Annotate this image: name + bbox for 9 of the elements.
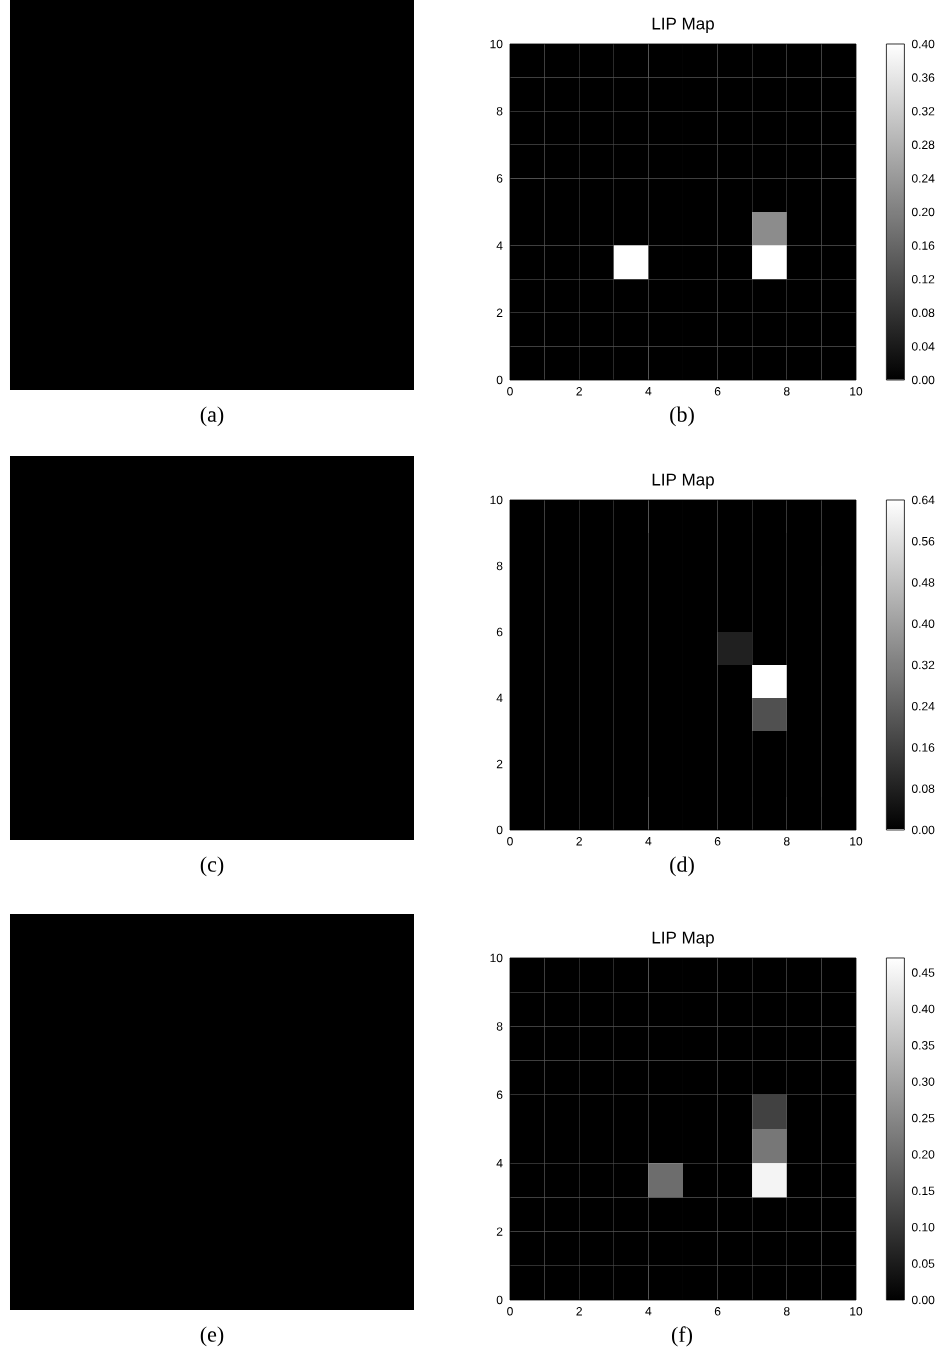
chart-title: LIP Map	[652, 931, 714, 947]
text: (c)	[200, 856, 224, 877]
text: (b)	[670, 406, 694, 427]
chart-title: LIP Map	[652, 473, 714, 489]
chart-title: LIP Map	[652, 17, 714, 33]
text: (f)	[671, 1326, 693, 1347]
text: (d)	[670, 856, 694, 877]
text: (a)	[200, 406, 224, 427]
text: (e)	[200, 1326, 224, 1347]
